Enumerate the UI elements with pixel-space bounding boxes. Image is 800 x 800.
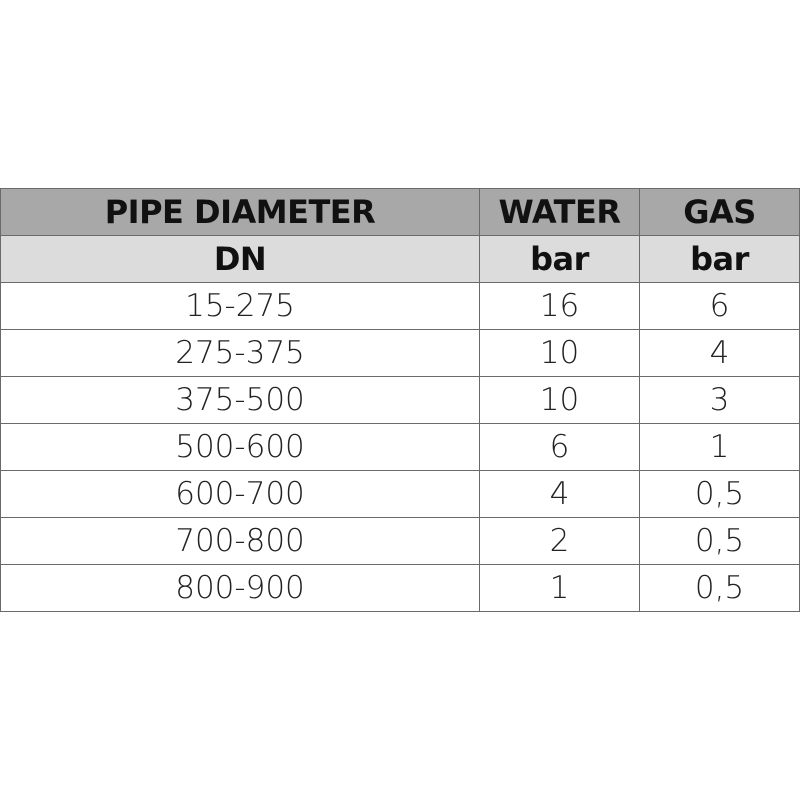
cell-water: 1	[479, 564, 640, 612]
cell-gas: 0,5	[639, 564, 800, 612]
unit-row: DN bar bar	[0, 235, 800, 283]
cell-gas: 6	[639, 282, 800, 330]
cell-gas: 0,5	[639, 517, 800, 565]
cell-gas: 0,5	[639, 470, 800, 518]
cell-water: 4	[479, 470, 640, 518]
cell-diameter: 15-275	[0, 282, 480, 330]
table-row: 600-700 4 0,5	[0, 470, 800, 518]
cell-diameter: 275-375	[0, 329, 480, 377]
cell-water: 10	[479, 329, 640, 377]
table-row: 15-275 16 6	[0, 282, 800, 330]
cell-water: 6	[479, 423, 640, 471]
unit-water: bar	[479, 235, 640, 283]
pressure-table: PIPE DIAMETER WATER GAS DN bar bar 15-27…	[0, 188, 800, 612]
table-row: 375-500 10 3	[0, 376, 800, 424]
cell-water: 16	[479, 282, 640, 330]
header-pipe-diameter: PIPE DIAMETER	[0, 188, 480, 236]
cell-diameter: 700-800	[0, 517, 480, 565]
table-row: 500-600 6 1	[0, 423, 800, 471]
cell-diameter: 800-900	[0, 564, 480, 612]
cell-gas: 4	[639, 329, 800, 377]
cell-gas: 3	[639, 376, 800, 424]
header-gas: GAS	[639, 188, 800, 236]
cell-diameter: 600-700	[0, 470, 480, 518]
table-row: 275-375 10 4	[0, 329, 800, 377]
table-row: 800-900 1 0,5	[0, 564, 800, 612]
cell-diameter: 500-600	[0, 423, 480, 471]
header-row: PIPE DIAMETER WATER GAS	[0, 188, 800, 236]
unit-dn: DN	[0, 235, 480, 283]
cell-water: 10	[479, 376, 640, 424]
unit-gas: bar	[639, 235, 800, 283]
header-water: WATER	[479, 188, 640, 236]
cell-water: 2	[479, 517, 640, 565]
table-row: 700-800 2 0,5	[0, 517, 800, 565]
cell-diameter: 375-500	[0, 376, 480, 424]
cell-gas: 1	[639, 423, 800, 471]
